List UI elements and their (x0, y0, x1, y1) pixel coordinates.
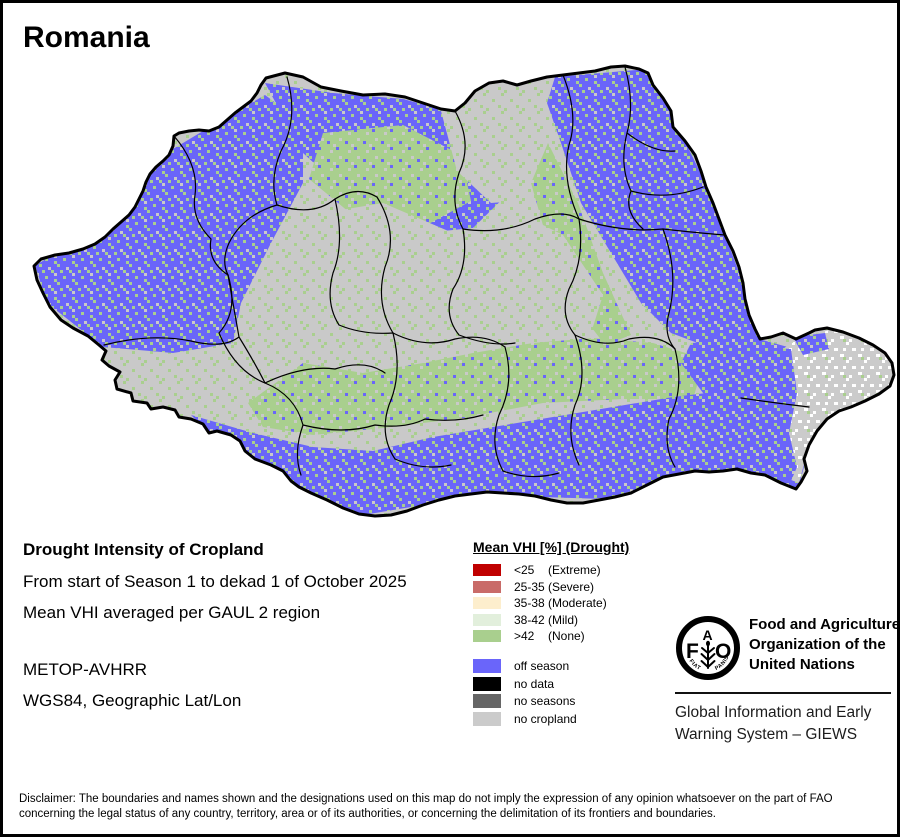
product-heading: Drought Intensity of Cropland (23, 540, 264, 559)
legend-swatch (473, 597, 501, 610)
wheat-ear-icon (700, 644, 716, 669)
page-title: Romania (23, 21, 150, 54)
legend-item-moderate: 35-38 (Moderate) (473, 595, 683, 612)
romania-drought-map (3, 3, 897, 533)
disclaimer-line-1: Disclaimer: The boundaries and names sho… (19, 793, 833, 805)
legend-swatch (473, 580, 501, 593)
legend-item-no-cropland: no cropland (473, 710, 683, 728)
legend-swatch (473, 613, 501, 626)
product-projection: WGS84, Geographic Lat/Lon (23, 691, 242, 710)
off-season-region (547, 69, 759, 345)
county-boundaries (103, 66, 810, 478)
vhi-none-region (248, 338, 705, 435)
vhi-none-region (309, 125, 471, 227)
product-method: Mean VHI averaged per GAUL 2 region (23, 603, 321, 622)
no-cropland-region (323, 203, 603, 343)
map-info-block: Drought Intensity of Cropland From start… (23, 541, 468, 723)
fao-org-name: Food and Agriculture Organization of the… (749, 616, 900, 673)
legend-swatch (473, 676, 501, 691)
legend-swatch (473, 564, 501, 577)
disclaimer: Disclaimer: The boundaries and names sho… (19, 792, 891, 821)
map-legend: Mean VHI [%] (Drought) <25 (Extreme) 25-… (473, 539, 683, 728)
legend-swatch (473, 711, 501, 726)
legend-swatch (473, 659, 501, 674)
product-period: From start of Season 1 to dekad 1 of Oct… (23, 572, 407, 591)
giews-programme-name: Global Information and Early Warning Sys… (675, 704, 872, 743)
legend-item-extreme: <25 (Extreme) (473, 562, 683, 579)
wheat-seed (706, 640, 710, 647)
legend-swatch (473, 630, 501, 643)
fao-divider (675, 692, 891, 694)
fao-letter-a: A (703, 627, 713, 643)
legend-item-off-season: off season (473, 658, 683, 676)
legend-item-no-data: no data (473, 675, 683, 693)
disclaimer-line-2: concerning the legal status of any count… (19, 807, 716, 820)
legend-item-no-seasons: no seasons (473, 693, 683, 711)
off-season-region (758, 347, 797, 481)
fao-letter-f: F (686, 640, 699, 663)
fao-letter-o: O (715, 640, 731, 663)
cropland-raster (34, 66, 894, 516)
off-season-region (35, 95, 303, 353)
legend-item-none: >42 (None) (473, 628, 683, 645)
legend-item-mild: 38-42 (Mild) (473, 612, 683, 629)
legend-item-severe: 25-35 (Severe) (473, 579, 683, 596)
legend-title: Mean VHI [%] (Drought) (473, 539, 630, 555)
fao-logo-icon: F O A FIAT PANIS (676, 616, 740, 680)
legend-swatch (473, 694, 501, 709)
map-canvas (32, 64, 896, 518)
off-season-region (793, 333, 829, 355)
product-sensor: METOP-AVHRR (23, 660, 148, 679)
